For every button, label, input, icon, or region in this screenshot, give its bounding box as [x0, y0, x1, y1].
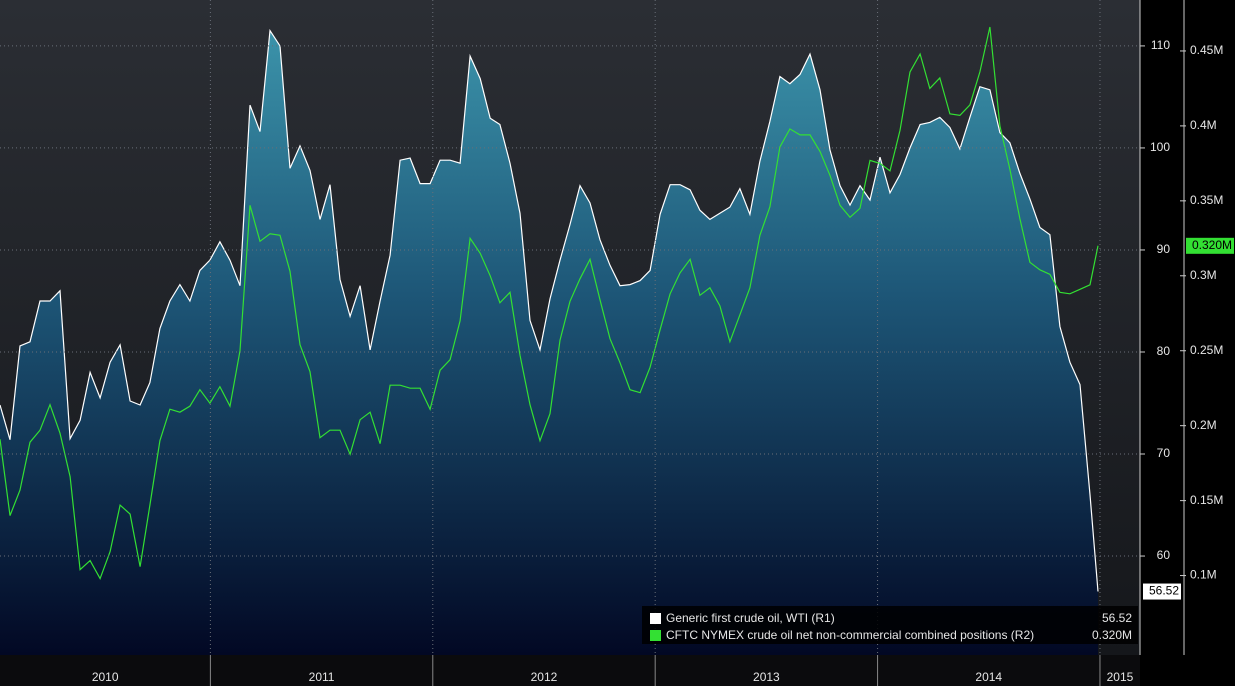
line [0, 28, 1099, 592]
y2-tick-label: 0.15M [1190, 493, 1223, 507]
legend-swatch [650, 613, 661, 624]
legend-swatch [650, 630, 661, 641]
y2-tick-label: 0.35M [1190, 193, 1223, 207]
plot-area [0, 26, 1099, 656]
axis-background [1140, 0, 1235, 686]
legend-value: 0.320M [1092, 628, 1132, 642]
legend-background [642, 606, 1138, 644]
x-tick-label: 2013 [753, 670, 780, 684]
y2-tick-label: 0.25M [1190, 343, 1223, 357]
last-value-box [1186, 237, 1234, 254]
x-axis-background [0, 655, 1140, 686]
y2-tick-label: 0.3M [1190, 268, 1217, 282]
y-tick-label: 60 [1157, 548, 1171, 562]
y2-tick-label: 0.1M [1190, 568, 1217, 582]
x-tick-label: 2012 [531, 670, 558, 684]
last-value-label: 56.52 [1149, 584, 1179, 598]
legend-label: CFTC NYMEX crude oil net non-commercial … [666, 628, 1034, 642]
y-tick-label: 80 [1157, 344, 1171, 358]
y-tick-label: 100 [1150, 140, 1170, 154]
last-value-box [1143, 583, 1181, 600]
legend-label: Generic first crude oil, WTI (R1) [666, 611, 835, 625]
legend-value: 56.52 [1102, 611, 1132, 625]
x-tick-label: 2011 [309, 670, 335, 684]
x-tick-label: 2010 [92, 670, 119, 684]
line [0, 26, 1099, 581]
x-tick-label: 2014 [975, 670, 1002, 684]
y-tick-label: 70 [1157, 446, 1171, 460]
y2-tick-label: 0.4M [1190, 118, 1217, 132]
y2-tick-label: 0.2M [1190, 418, 1217, 432]
last-value-label: 0.320M [1192, 238, 1232, 252]
y-tick-label: 90 [1157, 242, 1171, 256]
x-tick-label: 2015 [1107, 670, 1134, 684]
area [0, 30, 1098, 656]
y2-tick-label: 0.45M [1190, 43, 1223, 57]
y-tick-label: 110 [1151, 38, 1170, 52]
